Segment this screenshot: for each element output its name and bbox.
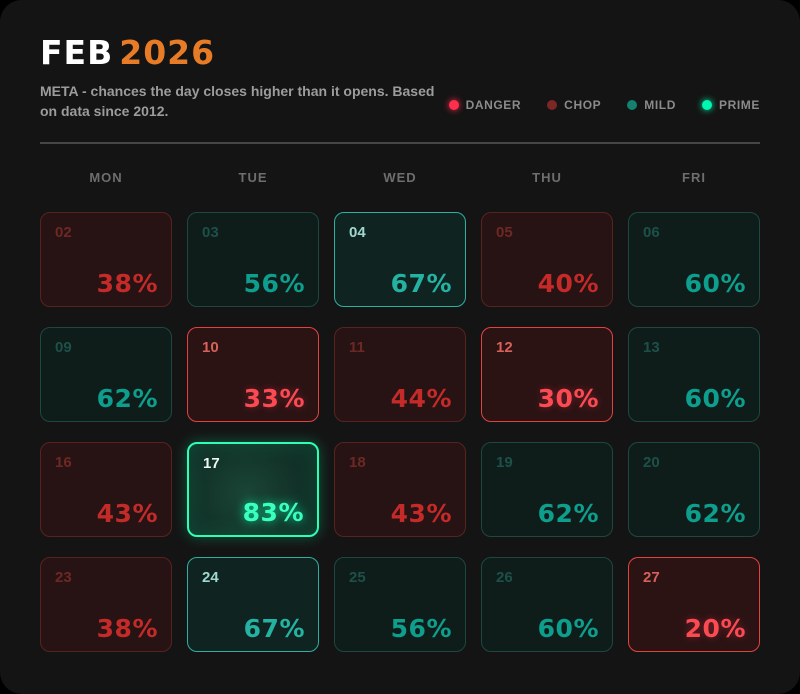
day-number: 11	[349, 338, 365, 356]
title-month: FEB	[40, 33, 114, 72]
weekday-header-thu: THU	[532, 169, 562, 185]
day-number: 19	[496, 453, 513, 471]
divider	[40, 141, 760, 144]
prime-dot-icon	[701, 99, 712, 110]
day-number: 16	[55, 453, 72, 471]
day-cell-18[interactable]: 18 43%	[334, 441, 466, 537]
day-number: 06	[643, 223, 660, 241]
legend-item-prime[interactable]: PRIME	[701, 97, 760, 112]
day-probability: 83%	[242, 497, 304, 527]
day-number: 12	[496, 338, 513, 356]
day-probability: 44%	[390, 383, 452, 413]
day-cell-24[interactable]: 24 67%	[187, 556, 319, 652]
legend-label: CHOP	[564, 97, 602, 112]
day-number: 23	[55, 568, 72, 586]
legend-label: MILD	[644, 97, 676, 112]
day-cell-09[interactable]: 09 62%	[40, 326, 172, 422]
day-number: 26	[496, 568, 513, 586]
day-cell-13[interactable]: 13 60%	[628, 326, 760, 422]
day-cell-19[interactable]: 19 62%	[481, 441, 613, 537]
day-cell-20[interactable]: 20 62%	[628, 441, 760, 537]
legend-item-chop[interactable]: CHOP	[547, 98, 601, 112]
day-cell-17[interactable]: 17 83%	[187, 441, 319, 537]
day-cell-16[interactable]: 16 43%	[40, 441, 172, 537]
legend-label: PRIME	[718, 97, 760, 112]
chop-dot-icon	[547, 99, 558, 110]
weekday-header-tue: TUE	[238, 169, 268, 185]
day-probability: 62%	[684, 498, 746, 528]
day-probability: 43%	[96, 498, 158, 528]
day-probability: 30%	[537, 383, 599, 413]
subtitle: META - chances the day closes higher tha…	[40, 82, 435, 120]
day-cell-26[interactable]: 26 60%	[481, 556, 613, 652]
day-probability: 20%	[684, 613, 746, 643]
day-cell-04[interactable]: 04 67%	[334, 211, 466, 307]
day-probability: 33%	[243, 383, 305, 413]
day-probability: 38%	[96, 613, 158, 643]
day-cell-11[interactable]: 11 44%	[334, 326, 466, 422]
day-number: 05	[496, 223, 513, 241]
day-cell-03[interactable]: 03 56%	[187, 211, 319, 307]
day-probability: 56%	[243, 268, 305, 298]
legend-label: DANGER	[465, 97, 522, 112]
day-probability: 60%	[537, 613, 599, 643]
day-cell-27[interactable]: 27 20%	[628, 556, 760, 652]
day-probability: 67%	[243, 613, 305, 643]
page-title: FEB 2026	[40, 34, 760, 72]
day-number: 04	[349, 223, 366, 241]
weekday-header-wed: WED	[383, 169, 417, 185]
day-number: 24	[202, 568, 219, 586]
weekday-header-fri: FRI	[682, 169, 706, 185]
day-cell-05[interactable]: 05 40%	[481, 211, 613, 307]
legend-item-danger[interactable]: DANGER	[448, 97, 522, 112]
header-row: META - chances the day closes higher tha…	[40, 81, 760, 122]
day-number: 20	[643, 453, 660, 471]
day-number: 03	[202, 223, 219, 241]
weekday-header-row: MON TUE WED THU FRI	[40, 170, 760, 185]
day-probability: 62%	[537, 498, 599, 528]
day-number: 18	[349, 453, 366, 471]
weekday-header-mon: MON	[89, 169, 123, 185]
day-probability: 67%	[390, 268, 452, 298]
day-number: 13	[643, 338, 660, 356]
day-number: 09	[55, 338, 72, 356]
day-probability: 38%	[96, 268, 158, 298]
day-number: 17	[203, 454, 220, 472]
day-probability: 60%	[684, 268, 746, 298]
day-probability: 62%	[96, 383, 158, 413]
calendar-grid: 02 38% 03 56% 04 67% 05 40% 06 60% 09 62% 10 33% 11 44%…	[40, 211, 760, 652]
day-probability: 43%	[390, 498, 452, 528]
day-cell-10[interactable]: 10 33%	[187, 326, 319, 422]
day-probability: 60%	[684, 383, 746, 413]
day-cell-25[interactable]: 25 56%	[334, 556, 466, 652]
day-number: 27	[643, 568, 660, 586]
danger-dot-icon	[448, 99, 459, 110]
day-number: 02	[55, 223, 72, 241]
day-number: 25	[349, 568, 366, 586]
day-cell-02[interactable]: 02 38%	[40, 211, 172, 307]
mild-dot-icon	[627, 99, 638, 110]
title-year: 2026	[119, 33, 216, 72]
day-cell-23[interactable]: 23 38%	[40, 556, 172, 652]
day-cell-06[interactable]: 06 60%	[628, 211, 760, 307]
day-number: 10	[202, 338, 219, 356]
day-cell-12[interactable]: 12 30%	[481, 326, 613, 422]
day-probability: 40%	[537, 268, 599, 298]
legend: DANGER CHOP MILD PRIME	[448, 97, 760, 112]
day-probability: 56%	[390, 613, 452, 643]
legend-item-mild[interactable]: MILD	[627, 98, 676, 112]
